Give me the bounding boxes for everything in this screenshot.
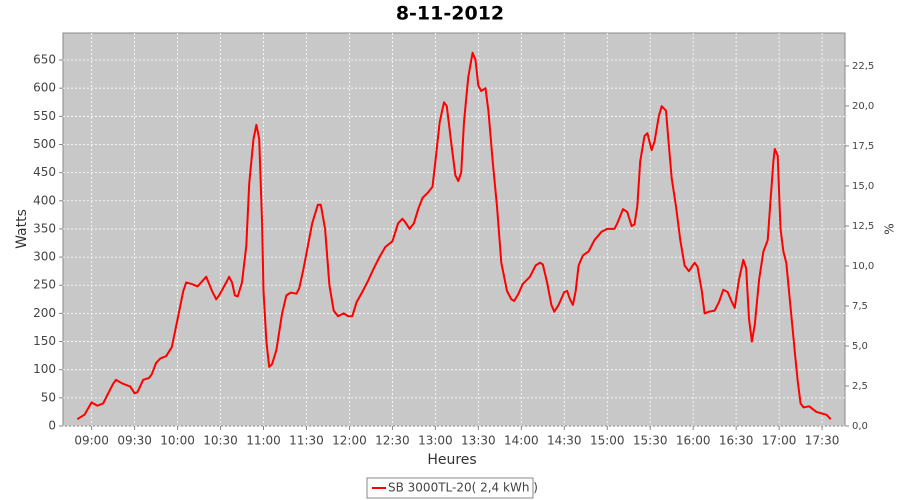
y2-tick-label: 17,5 [852, 141, 874, 152]
x-tick-label: 09:00 [74, 434, 109, 448]
y-tick-label: 200 [33, 306, 56, 320]
x-tick-label: 12:00 [332, 434, 367, 448]
chart-title: 8-11-2012 [396, 3, 504, 25]
y-tick-label: 50 [41, 390, 56, 404]
x-tick-label: 15:30 [633, 434, 668, 448]
y-tick-label: 300 [33, 250, 56, 264]
legend-box [366, 477, 534, 499]
legend: SB 3000TL-20( 2,4 kWh ) [366, 477, 538, 499]
x-tick-label: 17:30 [805, 434, 840, 448]
y-tick-label: 550 [33, 109, 56, 123]
line-series [76, 51, 832, 421]
y2-axis-label: % [883, 223, 897, 234]
y-tick-label: 250 [33, 278, 56, 292]
y-tick-label: 650 [33, 53, 56, 67]
x-tick-label: 11:30 [289, 434, 324, 448]
y-tick-label: 600 [33, 81, 56, 95]
legend-label: SB 3000TL-20( 2,4 kWh ) [388, 481, 538, 495]
x-axis-label: Heures [427, 452, 476, 468]
y2-tick-label: 7,5 [852, 301, 868, 312]
x-tick-label: 13:00 [418, 434, 453, 448]
y-tick-label: 0 [48, 419, 56, 433]
x-tick-label: 17:00 [762, 434, 797, 448]
y2-tick-label: 10,0 [852, 261, 874, 272]
y2-tick-label: 15,0 [852, 181, 874, 192]
x-tick-label: 16:00 [676, 434, 711, 448]
y2-tick-label: 2,5 [852, 381, 868, 392]
y2-tick-label: 22,5 [852, 61, 874, 72]
x-tick-label: 16:30 [719, 434, 754, 448]
x-tick-label: 15:00 [590, 434, 625, 448]
x-tick-label: 14:00 [504, 434, 539, 448]
x-tick-label: 12:30 [375, 434, 410, 448]
x-tick-label: 14:30 [547, 434, 582, 448]
y-tick-label: 150 [33, 334, 56, 348]
y2-tick-label: 20,0 [852, 101, 874, 112]
y-tick-label: 400 [33, 193, 56, 207]
y2-tick-label: 5,0 [852, 341, 868, 352]
x-tick-label: 10:30 [203, 434, 238, 448]
x-tick-label: 10:00 [160, 434, 195, 448]
y-axis-label: Watts [14, 209, 30, 249]
y-tick-label: 350 [33, 221, 56, 235]
x-tick-label: 11:00 [246, 434, 281, 448]
y-tick-label: 500 [33, 137, 56, 151]
plot-area [62, 32, 846, 427]
x-tick-label: 13:30 [461, 434, 496, 448]
x-tick-label: 09:30 [117, 434, 152, 448]
y2-tick-label: 0,0 [852, 421, 868, 432]
y2-tick-label: 12,5 [852, 221, 874, 232]
y-tick-label: 100 [33, 362, 56, 376]
y-tick-label: 450 [33, 165, 56, 179]
